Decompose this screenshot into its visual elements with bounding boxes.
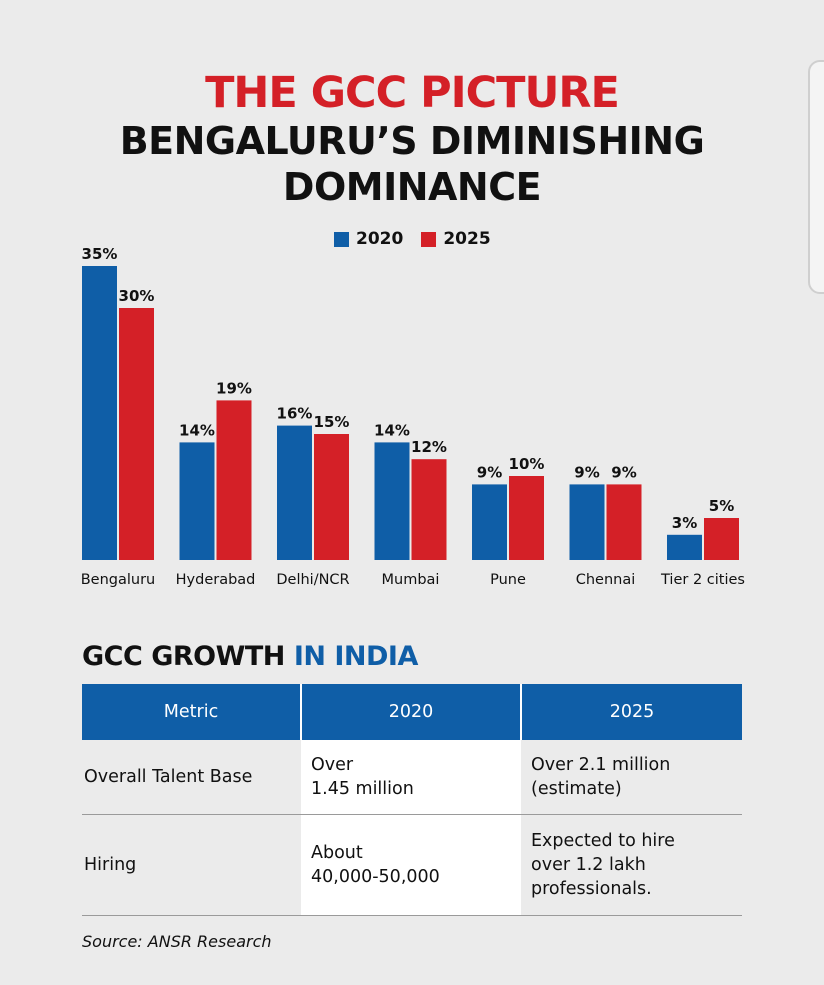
- bar-tier-2-cities-2025: [704, 518, 739, 560]
- legend-label-2020: 2020: [356, 229, 404, 249]
- section-title-main: GCC GROWTH: [82, 641, 285, 672]
- bar-pune-2020: [472, 484, 507, 560]
- bar-mumbai-2025: [411, 459, 447, 560]
- bar-chennai-2020: [569, 484, 605, 560]
- bar-bengaluru-2020: [82, 266, 117, 560]
- category-label-hyderabad: Hyderabad: [176, 572, 256, 588]
- metrics-table: Metric 2020 2025 Overall Talent Base Ove…: [82, 684, 742, 916]
- data-label-bengaluru-2025: 30%: [119, 287, 155, 305]
- table-row: Overall Talent Base Over 1.45 million Ov…: [82, 740, 742, 815]
- infographic-subtitle: BENGALURU’S DIMINISHING DOMINANCE: [0, 118, 824, 210]
- subtitle-line-1: BENGALURU’S DIMINISHING: [119, 119, 705, 163]
- side-scroll-tab[interactable]: [808, 60, 824, 294]
- data-label-hyderabad-2025: 19%: [216, 379, 252, 397]
- cell-2020: About 40,000-50,000: [301, 814, 521, 916]
- cell-2025: Over 2.1 million (estimate): [521, 740, 742, 815]
- data-label-pune-2020: 9%: [477, 463, 502, 481]
- header-2025: 2025: [520, 684, 742, 740]
- category-label-tier-2-cities: Tier 2 cities: [660, 572, 745, 588]
- bar-chart: 35% 30% Bengaluru 14% 19% Hyderabad 16% 15% Delh…: [81, 245, 745, 588]
- data-label-bengaluru-2020: 35%: [82, 245, 118, 263]
- cell-2025: Expected to hire over 1.2 lakh professio…: [521, 814, 742, 916]
- data-label-chennai-2020: 9%: [574, 463, 599, 481]
- bar-chennai-2025: [606, 484, 642, 560]
- data-label-hyderabad-2020: 14%: [179, 421, 215, 439]
- data-label-tier-2-cities-2020: 3%: [672, 514, 697, 532]
- bar-mumbai-2020: [374, 442, 410, 560]
- legend-label-2025: 2025: [443, 229, 491, 249]
- bar-hyderabad-2020: [179, 442, 215, 560]
- data-label-chennai-2025: 9%: [611, 463, 636, 481]
- table-row: Hiring About 40,000-50,000 Expected to h…: [82, 814, 742, 916]
- legend-item-2025: 2025: [421, 229, 491, 249]
- bar-pune-2025: [509, 476, 544, 560]
- data-label-delhi-ncr-2020: 16%: [277, 405, 313, 423]
- cell-2020: Over 1.45 million: [301, 740, 521, 815]
- bar-hyderabad-2025: [216, 400, 252, 560]
- bar-bengaluru-2025: [119, 308, 154, 560]
- infographic-title: THE GCC PICTURE: [205, 68, 620, 118]
- chart-legend: 2020 2025: [334, 228, 509, 250]
- bar-tier-2-cities-2020: [667, 534, 702, 560]
- legend-item-2020: 2020: [334, 229, 403, 249]
- bar-delhi-ncr-2025: [314, 434, 349, 560]
- category-label-delhi-ncr: Delhi/NCR: [276, 572, 349, 588]
- cell-metric: Overall Talent Base: [82, 740, 301, 815]
- header-metric: Metric: [82, 684, 301, 740]
- data-label-mumbai-2025: 12%: [411, 438, 447, 456]
- data-label-pune-2025: 10%: [509, 455, 545, 473]
- cell-metric: Hiring: [82, 814, 301, 916]
- section-title: GCC GROWTH IN INDIA: [82, 640, 418, 674]
- legend-swatch-2025: [421, 231, 437, 247]
- legend-swatch-2020: [334, 231, 349, 247]
- header-2020: 2020: [300, 684, 521, 740]
- bar-delhi-ncr-2020: [277, 425, 312, 560]
- data-label-tier-2-cities-2025: 5%: [709, 497, 734, 515]
- data-label-mumbai-2020: 14%: [374, 421, 410, 439]
- data-label-delhi-ncr-2025: 15%: [314, 413, 350, 431]
- section-title-accent: IN INDIA: [293, 641, 419, 672]
- category-label-chennai: Chennai: [576, 572, 636, 588]
- category-label-pune: Pune: [490, 572, 526, 588]
- category-label-bengaluru: Bengaluru: [81, 572, 156, 588]
- source-note: Source: ANSR Research: [82, 932, 272, 951]
- table-header-row: Metric 2020 2025: [82, 684, 742, 740]
- category-label-mumbai: Mumbai: [382, 572, 440, 588]
- subtitle-line-2: DOMINANCE: [282, 165, 542, 209]
